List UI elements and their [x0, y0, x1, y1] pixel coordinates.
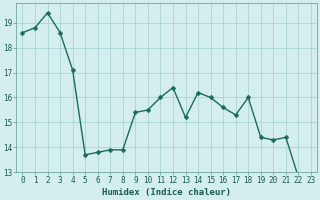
- X-axis label: Humidex (Indice chaleur): Humidex (Indice chaleur): [102, 188, 231, 197]
